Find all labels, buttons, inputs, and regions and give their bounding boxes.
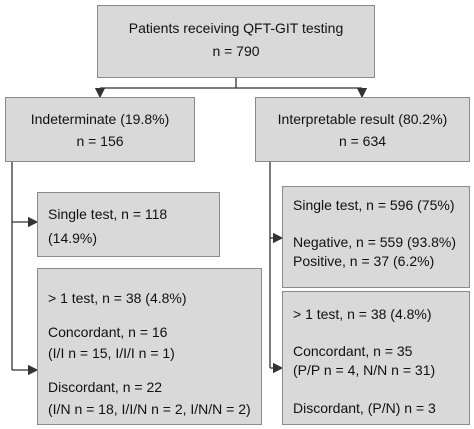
node-text: Single test, n = 596 (75%) (293, 197, 455, 213)
node-text: Discordant, n = 22 (48, 379, 163, 395)
node-text: Indeterminate (19.8%) (30, 111, 170, 127)
node-text: (I/I n = 15, I/I/I n = 1) (48, 345, 175, 361)
node-interpretable: Interpretable result (80.2%) n = 634 (255, 97, 470, 162)
node-text: Negative, n = 559 (93.8%) (293, 234, 457, 250)
node-single-indeterminate: Single test, n = 118 (14.9%) (37, 192, 220, 257)
node-text: (I/N n = 18, I/I/N n = 2, I/N/N = 2) (48, 401, 251, 417)
node-text: n = 156 (76, 133, 124, 149)
node-multi-interpretable: > 1 test, n = 38 (4.8%) Concordant, n = … (282, 291, 470, 425)
node-indeterminate: Indeterminate (19.8%) n = 156 (5, 97, 195, 162)
node-single-interpretable: Single test, n = 596 (75%) Negative, n =… (282, 186, 470, 288)
node-text: Discordant, (P/N) n = 3 (293, 400, 436, 416)
node-text: Concordant, n = 16 (48, 324, 168, 340)
node-text: (P/P n = 4, N/N n = 31) (293, 362, 436, 378)
node-text: Positive, n = 37 (6.2%) (293, 253, 435, 269)
node-text: Interpretable result (80.2%) (277, 111, 448, 127)
node-text: (14.9%) (48, 230, 98, 246)
node-text: n = 790 (212, 43, 260, 59)
node-text: > 1 test, n = 38 (4.8%) (48, 290, 187, 306)
node-text: > 1 test, n = 38 (4.8%) (293, 306, 432, 322)
node-multi-indeterminate: > 1 test, n = 38 (4.8%) Concordant, n = … (37, 268, 262, 425)
node-text: Single test, n = 118 (48, 206, 168, 222)
node-text: Patients receiving QFT-GIT testing (128, 20, 344, 36)
node-root: Patients receiving QFT-GIT testing n = 7… (97, 5, 375, 78)
node-text: Concordant, n = 35 (293, 343, 413, 359)
node-text: n = 634 (338, 133, 387, 149)
